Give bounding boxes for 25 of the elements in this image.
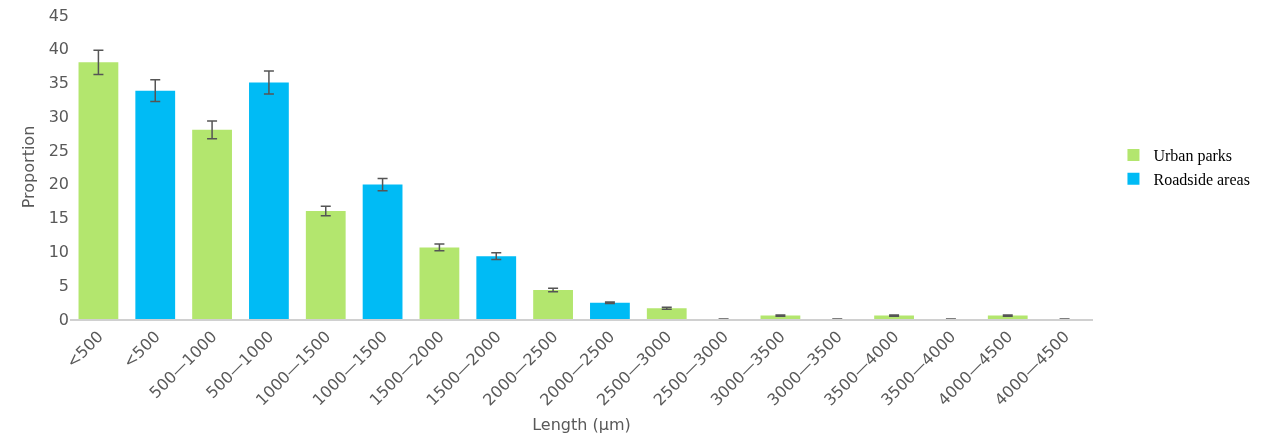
bar bbox=[78, 62, 119, 319]
y-tick-label: 20 bbox=[48, 174, 69, 194]
y-tick-label: 0 bbox=[58, 309, 69, 329]
bar bbox=[533, 289, 573, 319]
bar bbox=[419, 247, 460, 319]
y-tick-label: 10 bbox=[48, 242, 69, 262]
y-tick-label: 30 bbox=[48, 106, 69, 126]
y-tick-label: 5 bbox=[58, 275, 69, 295]
legend-label: Urban parks bbox=[1153, 147, 1233, 166]
x-axis-title: Length (μm) bbox=[532, 414, 631, 434]
legend-label: Roadside areas bbox=[1153, 170, 1250, 188]
y-tick-label: 25 bbox=[48, 140, 69, 160]
bar bbox=[476, 256, 517, 319]
y-tick-label: 35 bbox=[48, 73, 69, 93]
y-tick-label: 45 bbox=[48, 5, 69, 25]
y-tick-label: 15 bbox=[48, 208, 69, 228]
bar bbox=[646, 308, 687, 319]
bar bbox=[590, 302, 630, 319]
y-tick-label: 40 bbox=[48, 39, 69, 59]
bar bbox=[305, 210, 346, 319]
bar bbox=[192, 129, 232, 319]
bar bbox=[362, 184, 403, 319]
bar bbox=[249, 82, 289, 319]
bar bbox=[135, 90, 176, 319]
y-axis-title: Proportion bbox=[18, 125, 38, 209]
